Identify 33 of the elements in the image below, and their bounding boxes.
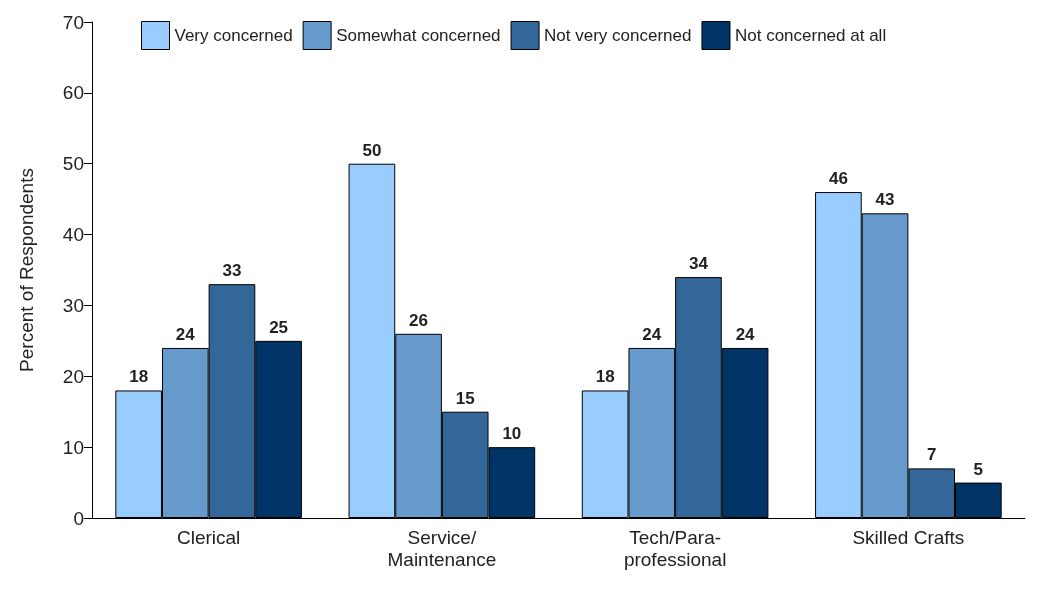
data-label: 10	[502, 424, 522, 444]
data-label: 25	[269, 317, 289, 337]
data-label: 5	[973, 459, 984, 479]
y-tick-label: 50	[62, 153, 84, 175]
y-tick-label: 40	[62, 224, 84, 246]
legend-label: Not concerned at all	[734, 26, 887, 45]
legend-label: Not very concerned	[544, 26, 692, 45]
legend-label: Somewhat concerned	[336, 26, 501, 45]
y-axis-title: Percent of Respondents	[16, 168, 37, 372]
data-label: 24	[735, 324, 756, 344]
data-label: 18	[595, 367, 615, 387]
y-tick-label: 10	[62, 436, 84, 458]
data-label: 50	[362, 140, 382, 160]
data-label: 24	[175, 324, 196, 344]
y-tick-label: 60	[62, 82, 84, 104]
data-label: 33	[222, 261, 242, 281]
y-tick-label: 0	[73, 507, 84, 529]
data-label: 18	[129, 367, 149, 387]
data-label: 26	[409, 310, 429, 330]
y-tick-label: 30	[62, 294, 84, 316]
data-label: 15	[455, 388, 475, 408]
x-tick-label: Service/ Maintenance	[387, 526, 497, 570]
data-label: 34	[688, 254, 709, 274]
x-tick-label: Skilled Crafts	[852, 526, 965, 548]
data-label: 46	[828, 169, 848, 189]
y-tick-label: 70	[62, 11, 84, 33]
data-label: 24	[642, 324, 662, 344]
data-label: 7	[926, 445, 937, 465]
x-tick-label: Clerical	[176, 526, 241, 548]
y-tick-label: 20	[62, 365, 84, 387]
x-tick-label: Tech/Para- professional	[623, 526, 727, 570]
data-label: 43	[875, 190, 895, 210]
legend-label: Very concerned	[174, 26, 293, 45]
